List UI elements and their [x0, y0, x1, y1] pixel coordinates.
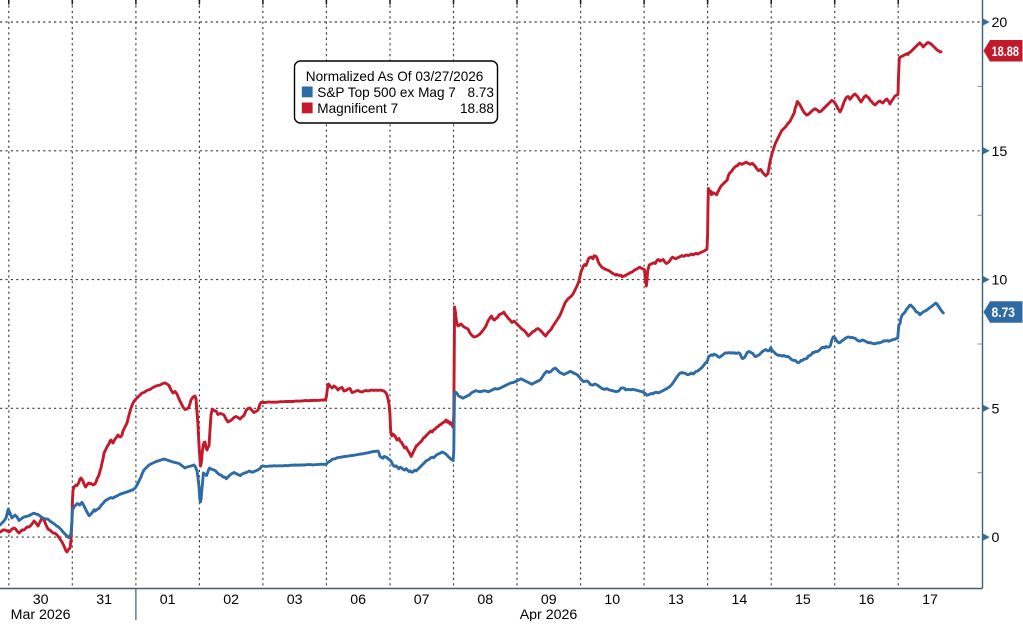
svg-text:0: 0 — [992, 530, 1000, 546]
svg-text:02: 02 — [223, 592, 239, 608]
svg-text:15: 15 — [992, 144, 1008, 160]
svg-text:30: 30 — [33, 592, 49, 608]
svg-text:5: 5 — [992, 401, 1000, 417]
svg-text:Apr 2026: Apr 2026 — [520, 607, 578, 621]
svg-text:15: 15 — [795, 592, 811, 608]
svg-text:16: 16 — [859, 592, 875, 608]
svg-text:20: 20 — [992, 15, 1008, 31]
svg-text:17: 17 — [922, 592, 938, 608]
svg-text:Normalized As Of 03/27/2026: Normalized As Of 03/27/2026 — [306, 69, 484, 84]
svg-text:S&P Top 500 ex Mag 7: S&P Top 500 ex Mag 7 — [317, 85, 456, 100]
svg-text:18.88: 18.88 — [992, 44, 1020, 59]
svg-text:08: 08 — [477, 592, 493, 608]
svg-text:8.73: 8.73 — [468, 85, 494, 100]
svg-text:Mar 2026: Mar 2026 — [11, 607, 71, 621]
svg-text:07: 07 — [414, 592, 430, 608]
svg-text:14: 14 — [732, 592, 748, 608]
svg-text:10: 10 — [992, 273, 1008, 289]
svg-text:13: 13 — [668, 592, 684, 608]
svg-text:01: 01 — [160, 592, 176, 608]
svg-text:Magnificent 7: Magnificent 7 — [317, 101, 398, 116]
svg-text:8.73: 8.73 — [992, 305, 1016, 320]
svg-text:10: 10 — [604, 592, 620, 608]
svg-text:18.88: 18.88 — [460, 101, 494, 116]
svg-text:06: 06 — [350, 592, 366, 608]
svg-text:03: 03 — [287, 592, 303, 608]
svg-text:31: 31 — [96, 592, 112, 608]
svg-text:09: 09 — [541, 592, 557, 608]
